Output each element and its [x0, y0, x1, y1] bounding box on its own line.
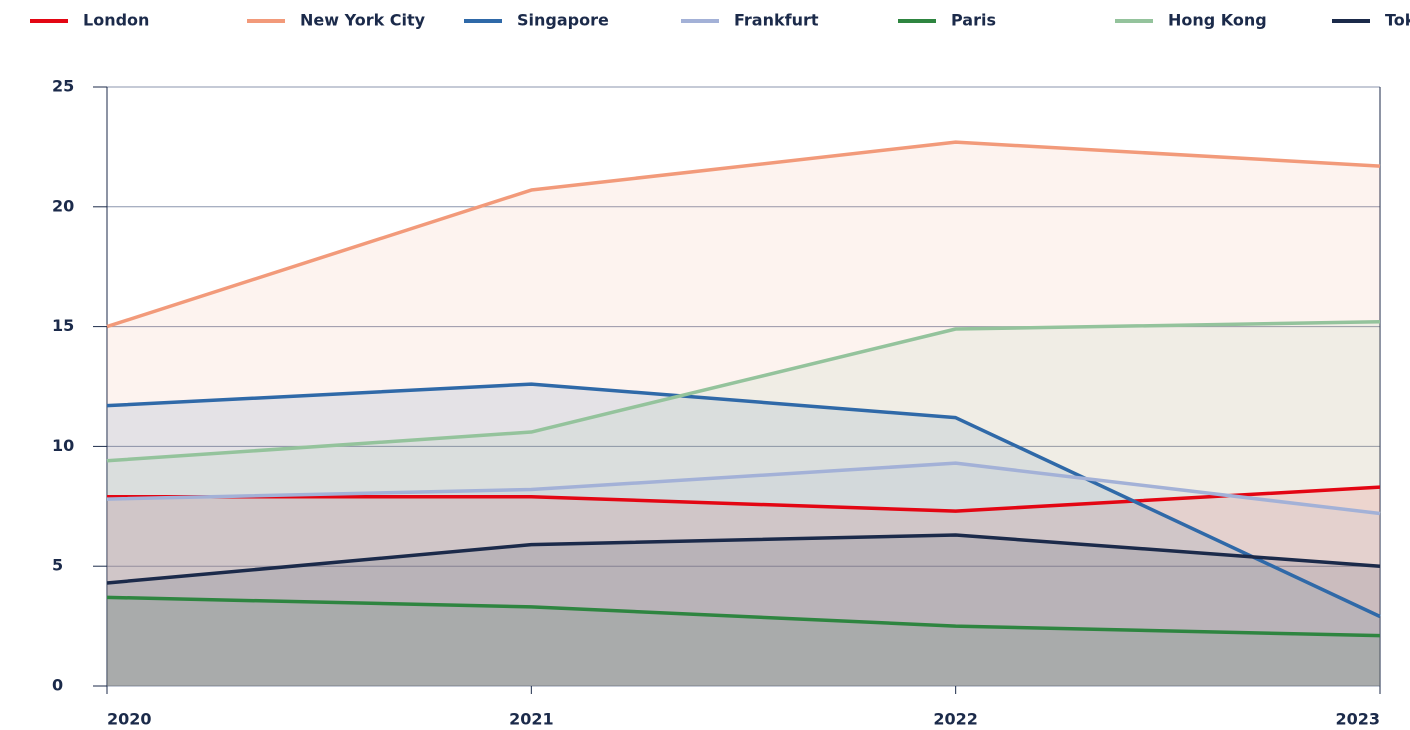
line [106, 382, 1381, 619]
line [106, 320, 1381, 463]
x-tick-label: 2021 [509, 710, 554, 729]
legend-label: Tokyo [1385, 11, 1410, 30]
line [107, 485, 1381, 513]
x-tick-label: 2022 [933, 710, 978, 729]
line [106, 595, 1381, 638]
legend-label: London [83, 11, 149, 30]
area [107, 487, 1380, 686]
line [106, 461, 1381, 516]
area [107, 384, 1380, 686]
y-tick-label: 20 [52, 196, 74, 215]
legend-label: New York City [300, 11, 426, 30]
line [106, 140, 1381, 329]
y-tick-label: 10 [52, 436, 74, 455]
legend-label: Singapore [517, 11, 609, 30]
legend-label: Frankfurt [734, 11, 819, 30]
x-tick-label: 2023 [1335, 710, 1380, 729]
y-tick-label: 15 [52, 316, 74, 335]
area [107, 463, 1380, 686]
x-tick-label: 2020 [107, 710, 152, 729]
area [107, 597, 1380, 686]
line [106, 533, 1381, 585]
y-tick-label: 5 [52, 556, 63, 575]
legend-label: Paris [951, 11, 996, 30]
area [107, 142, 1380, 686]
y-tick-label: 25 [52, 77, 74, 96]
y-tick-label: 0 [52, 676, 63, 695]
legend-label: Hong Kong [1168, 11, 1267, 30]
area [107, 535, 1380, 686]
